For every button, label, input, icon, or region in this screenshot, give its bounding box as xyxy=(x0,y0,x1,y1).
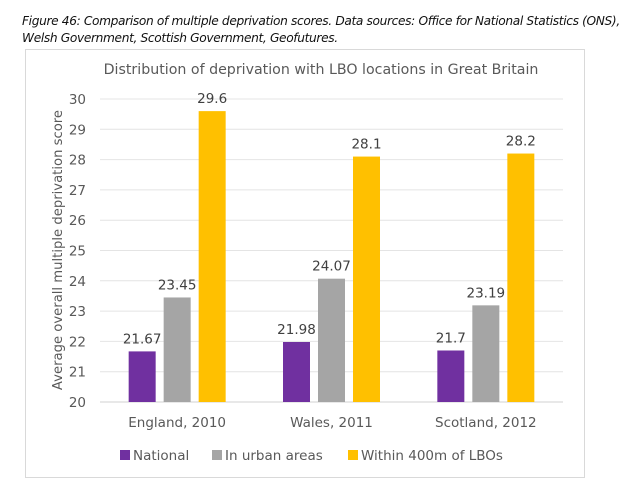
caption-line-1: Figure 46: Comparison of multiple depriv… xyxy=(22,14,620,28)
figure-caption: Figure 46: Comparison of multiple depriv… xyxy=(22,13,642,47)
y-axis-ticks: 20 21 22 23 24 25 26 27 28 29 30 xyxy=(69,92,86,411)
caption-line-2: Welsh Government, Scottish Government, G… xyxy=(22,31,338,45)
y-tick-label: 21 xyxy=(69,365,86,381)
legend-label: National xyxy=(133,448,189,464)
bar-national xyxy=(437,350,465,402)
data-label: 21.98 xyxy=(277,322,316,338)
data-labels: 21.67 23.45 29.6 21.98 24.07 28.1 21.7 23.19 28.… xyxy=(123,91,536,347)
y-axis-label: Average overall multiple deprivation sco… xyxy=(51,110,66,390)
bar-in-urban-areas xyxy=(318,278,345,402)
data-label: 21.7 xyxy=(436,330,466,346)
bars xyxy=(128,111,535,403)
data-label: 29.6 xyxy=(197,91,227,107)
chart-title: Distribution of deprivation with LBO loc… xyxy=(104,62,539,78)
legend-swatch xyxy=(212,450,222,460)
data-label: 28.2 xyxy=(506,134,536,150)
y-tick-label: 26 xyxy=(69,213,86,229)
y-tick-label: 24 xyxy=(69,274,86,290)
bar-in-urban-areas xyxy=(472,305,500,402)
y-tick-label: 27 xyxy=(69,183,86,199)
bar-within-400m-of-lbos xyxy=(507,153,535,402)
legend-swatch xyxy=(120,450,130,460)
y-tick-label: 23 xyxy=(69,304,86,320)
legend-label: Within 400m of LBOs xyxy=(361,448,503,464)
x-category-label: Scotland, 2012 xyxy=(435,415,537,431)
x-category-label: England, 2010 xyxy=(128,415,226,431)
y-tick-label: 25 xyxy=(69,244,86,260)
data-label: 24.07 xyxy=(312,259,351,275)
y-tick-label: 30 xyxy=(69,92,86,108)
bar-within-400m-of-lbos xyxy=(198,111,226,403)
x-category-label: Wales, 2011 xyxy=(290,415,373,431)
legend-label: In urban areas xyxy=(225,448,323,464)
data-label: 23.19 xyxy=(467,285,506,301)
y-tick-label: 22 xyxy=(69,334,86,350)
y-tick-label: 28 xyxy=(69,153,86,169)
chart-frame xyxy=(25,49,585,478)
legend: National In urban areas Within 400m of LBO… xyxy=(120,448,503,464)
data-label: 28.1 xyxy=(351,137,381,153)
bar-within-400m-of-lbos xyxy=(353,156,380,402)
y-tick-label: 20 xyxy=(69,395,86,411)
data-label: 21.67 xyxy=(123,331,162,347)
bar-national xyxy=(128,351,156,402)
data-label: 23.45 xyxy=(158,277,197,293)
legend-swatch xyxy=(348,450,358,460)
x-axis-categories: England, 2010 Wales, 2011 Scotland, 2012 xyxy=(128,415,536,431)
bar-national xyxy=(283,342,310,402)
y-tick-label: 29 xyxy=(69,122,86,138)
bar-in-urban-areas xyxy=(163,297,191,402)
